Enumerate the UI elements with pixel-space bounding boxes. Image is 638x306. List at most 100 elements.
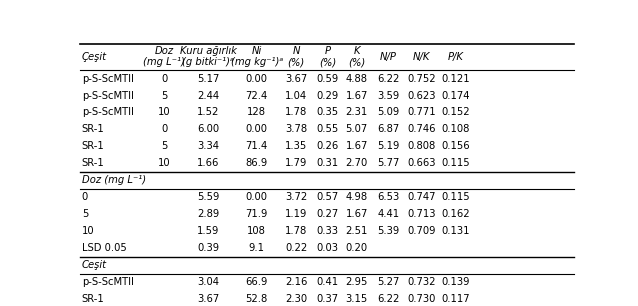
Text: 1.52: 1.52 bbox=[197, 107, 219, 118]
Text: 71.9: 71.9 bbox=[246, 209, 268, 219]
Text: 0.121: 0.121 bbox=[441, 73, 470, 84]
Text: 5.39: 5.39 bbox=[377, 226, 399, 236]
Text: 0: 0 bbox=[161, 125, 167, 134]
Text: 5: 5 bbox=[161, 91, 168, 101]
Text: 2.31: 2.31 bbox=[346, 107, 367, 118]
Text: 0.27: 0.27 bbox=[316, 209, 339, 219]
Text: 4.41: 4.41 bbox=[377, 209, 399, 219]
Text: 1.59: 1.59 bbox=[197, 226, 219, 236]
Text: 0.37: 0.37 bbox=[316, 294, 339, 304]
Text: 1.19: 1.19 bbox=[285, 209, 308, 219]
Text: 0: 0 bbox=[161, 73, 167, 84]
Text: 9.1: 9.1 bbox=[249, 243, 265, 253]
Text: 0: 0 bbox=[82, 192, 88, 202]
Text: 0.00: 0.00 bbox=[246, 125, 268, 134]
Text: 5.59: 5.59 bbox=[197, 192, 219, 202]
Text: Doz (mg L⁻¹): Doz (mg L⁻¹) bbox=[82, 175, 146, 185]
Text: p-S-ScMTII: p-S-ScMTII bbox=[82, 277, 133, 287]
Text: Ceşit: Ceşit bbox=[82, 260, 107, 270]
Text: 3.67: 3.67 bbox=[197, 294, 219, 304]
Text: 0.709: 0.709 bbox=[408, 226, 436, 236]
Text: 0.156: 0.156 bbox=[441, 141, 470, 151]
Text: 1.79: 1.79 bbox=[285, 159, 308, 168]
Text: 72.4: 72.4 bbox=[246, 91, 268, 101]
Text: 0.746: 0.746 bbox=[408, 125, 436, 134]
Text: 52.8: 52.8 bbox=[246, 294, 268, 304]
Text: 1.67: 1.67 bbox=[345, 209, 368, 219]
Text: 5.19: 5.19 bbox=[377, 141, 399, 151]
Text: 1.67: 1.67 bbox=[345, 91, 368, 101]
Text: 0.152: 0.152 bbox=[441, 107, 470, 118]
Text: 0.771: 0.771 bbox=[408, 107, 436, 118]
Text: p-S-ScMTII: p-S-ScMTII bbox=[82, 73, 133, 84]
Text: 1.35: 1.35 bbox=[285, 141, 308, 151]
Text: 0.117: 0.117 bbox=[441, 294, 470, 304]
Text: 2.70: 2.70 bbox=[346, 159, 367, 168]
Text: 0.00: 0.00 bbox=[246, 73, 268, 84]
Text: SR-1: SR-1 bbox=[82, 294, 105, 304]
Text: 4.98: 4.98 bbox=[346, 192, 367, 202]
Text: 0.26: 0.26 bbox=[316, 141, 339, 151]
Text: 0.139: 0.139 bbox=[441, 277, 470, 287]
Text: 5: 5 bbox=[161, 141, 168, 151]
Text: 5.07: 5.07 bbox=[346, 125, 367, 134]
Text: 10: 10 bbox=[158, 159, 170, 168]
Text: Kuru ağırlık
(g bitki⁻¹)ᵃ: Kuru ağırlık (g bitki⁻¹)ᵃ bbox=[180, 46, 237, 67]
Text: 0.03: 0.03 bbox=[316, 243, 339, 253]
Text: P
(%): P (%) bbox=[319, 46, 336, 67]
Text: 0.33: 0.33 bbox=[316, 226, 339, 236]
Text: 86.9: 86.9 bbox=[246, 159, 268, 168]
Text: 10: 10 bbox=[158, 107, 170, 118]
Text: 71.4: 71.4 bbox=[246, 141, 268, 151]
Text: 3.59: 3.59 bbox=[377, 91, 399, 101]
Text: 2.51: 2.51 bbox=[345, 226, 368, 236]
Text: 1.04: 1.04 bbox=[285, 91, 308, 101]
Text: 0.174: 0.174 bbox=[441, 91, 470, 101]
Text: 5.17: 5.17 bbox=[197, 73, 219, 84]
Text: Çeşit: Çeşit bbox=[82, 51, 107, 62]
Text: 2.89: 2.89 bbox=[197, 209, 219, 219]
Text: N/K: N/K bbox=[413, 51, 431, 62]
Text: 128: 128 bbox=[248, 107, 266, 118]
Text: 1.66: 1.66 bbox=[197, 159, 219, 168]
Text: 0.131: 0.131 bbox=[441, 226, 470, 236]
Text: 0.29: 0.29 bbox=[316, 91, 339, 101]
Text: 0.20: 0.20 bbox=[346, 243, 367, 253]
Text: 3.78: 3.78 bbox=[285, 125, 308, 134]
Text: 0.31: 0.31 bbox=[316, 159, 339, 168]
Text: 1.78: 1.78 bbox=[285, 107, 308, 118]
Text: 1.67: 1.67 bbox=[345, 141, 368, 151]
Text: 0.59: 0.59 bbox=[316, 73, 339, 84]
Text: P/K: P/K bbox=[448, 51, 463, 62]
Text: 0.00: 0.00 bbox=[246, 192, 268, 202]
Text: 5.27: 5.27 bbox=[377, 277, 399, 287]
Text: N
(%): N (%) bbox=[288, 46, 305, 67]
Text: 0.162: 0.162 bbox=[441, 209, 470, 219]
Text: 0.752: 0.752 bbox=[408, 73, 436, 84]
Text: 0.730: 0.730 bbox=[408, 294, 436, 304]
Text: 0.39: 0.39 bbox=[197, 243, 219, 253]
Text: 6.22: 6.22 bbox=[377, 73, 399, 84]
Text: 0.115: 0.115 bbox=[441, 192, 470, 202]
Text: SR-1: SR-1 bbox=[82, 125, 105, 134]
Text: 0.41: 0.41 bbox=[316, 277, 339, 287]
Text: 2.95: 2.95 bbox=[345, 277, 368, 287]
Text: 0.623: 0.623 bbox=[408, 91, 436, 101]
Text: 3.15: 3.15 bbox=[346, 294, 367, 304]
Text: 3.67: 3.67 bbox=[285, 73, 308, 84]
Text: p-S-ScMTII: p-S-ScMTII bbox=[82, 91, 133, 101]
Text: 66.9: 66.9 bbox=[246, 277, 268, 287]
Text: 5: 5 bbox=[82, 209, 88, 219]
Text: 0.35: 0.35 bbox=[316, 107, 339, 118]
Text: 0.55: 0.55 bbox=[316, 125, 339, 134]
Text: 0.108: 0.108 bbox=[441, 125, 470, 134]
Text: SR-1: SR-1 bbox=[82, 159, 105, 168]
Text: 3.34: 3.34 bbox=[197, 141, 219, 151]
Text: 5.77: 5.77 bbox=[377, 159, 399, 168]
Text: 108: 108 bbox=[248, 226, 266, 236]
Text: N/P: N/P bbox=[380, 51, 397, 62]
Text: 1.78: 1.78 bbox=[285, 226, 308, 236]
Text: Ni
(mg kg⁻¹)ᵃ: Ni (mg kg⁻¹)ᵃ bbox=[231, 46, 283, 67]
Text: 2.44: 2.44 bbox=[197, 91, 219, 101]
Text: 6.53: 6.53 bbox=[377, 192, 399, 202]
